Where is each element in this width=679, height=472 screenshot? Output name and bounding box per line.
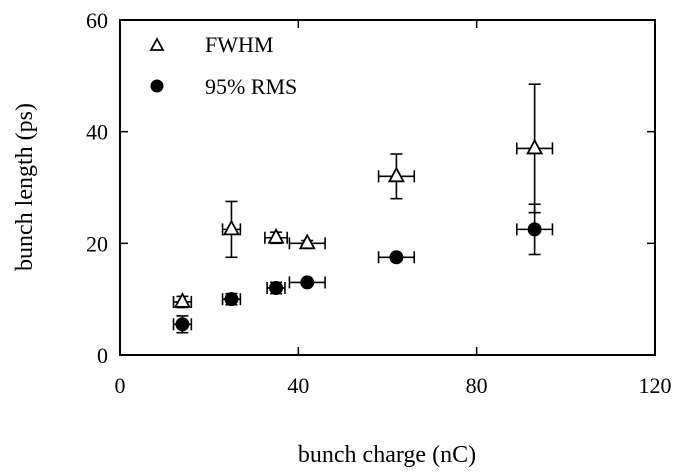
data-marks <box>172 83 554 334</box>
data-point-circle <box>527 222 542 237</box>
legend-label-rms: 95% RMS <box>205 74 297 99</box>
y-tick-label: 20 <box>86 231 108 256</box>
data-point-circle <box>300 275 315 290</box>
x-tick-label: 120 <box>639 373 672 398</box>
legend-circle-icon <box>150 79 164 93</box>
data-point-triangle <box>173 292 191 308</box>
legend: FWHM 95% RMS <box>149 32 297 99</box>
data-point-circle <box>389 250 404 265</box>
data-point-circle <box>175 317 190 332</box>
legend-triangle-icon <box>149 37 165 51</box>
y-axis-ticks: 0 20 40 60 <box>86 8 655 368</box>
data-point-triangle <box>267 227 285 244</box>
x-tick-label: 0 <box>115 373 126 398</box>
x-axis-label: bunch charge (nC) <box>298 442 476 468</box>
x-axis-ticks: 0 40 80 120 <box>115 20 672 398</box>
y-tick-label: 0 <box>97 343 108 368</box>
series-fwhm <box>172 83 554 309</box>
y-tick-label: 60 <box>86 8 108 33</box>
x-tick-label: 80 <box>466 373 488 398</box>
series-rms <box>172 203 554 334</box>
x-tick-label: 40 <box>287 373 309 398</box>
data-point-circle <box>224 292 239 307</box>
data-point-triangle <box>298 233 316 250</box>
data-point-triangle <box>222 219 240 236</box>
legend-label-fwhm: FWHM <box>205 32 273 57</box>
y-axis-label: bunch length (ps) <box>12 103 38 271</box>
data-point-triangle <box>387 166 405 183</box>
data-point-triangle <box>526 138 544 155</box>
plot-frame <box>119 19 656 356</box>
y-tick-label: 40 <box>86 120 108 145</box>
data-point-circle <box>269 281 284 295</box>
